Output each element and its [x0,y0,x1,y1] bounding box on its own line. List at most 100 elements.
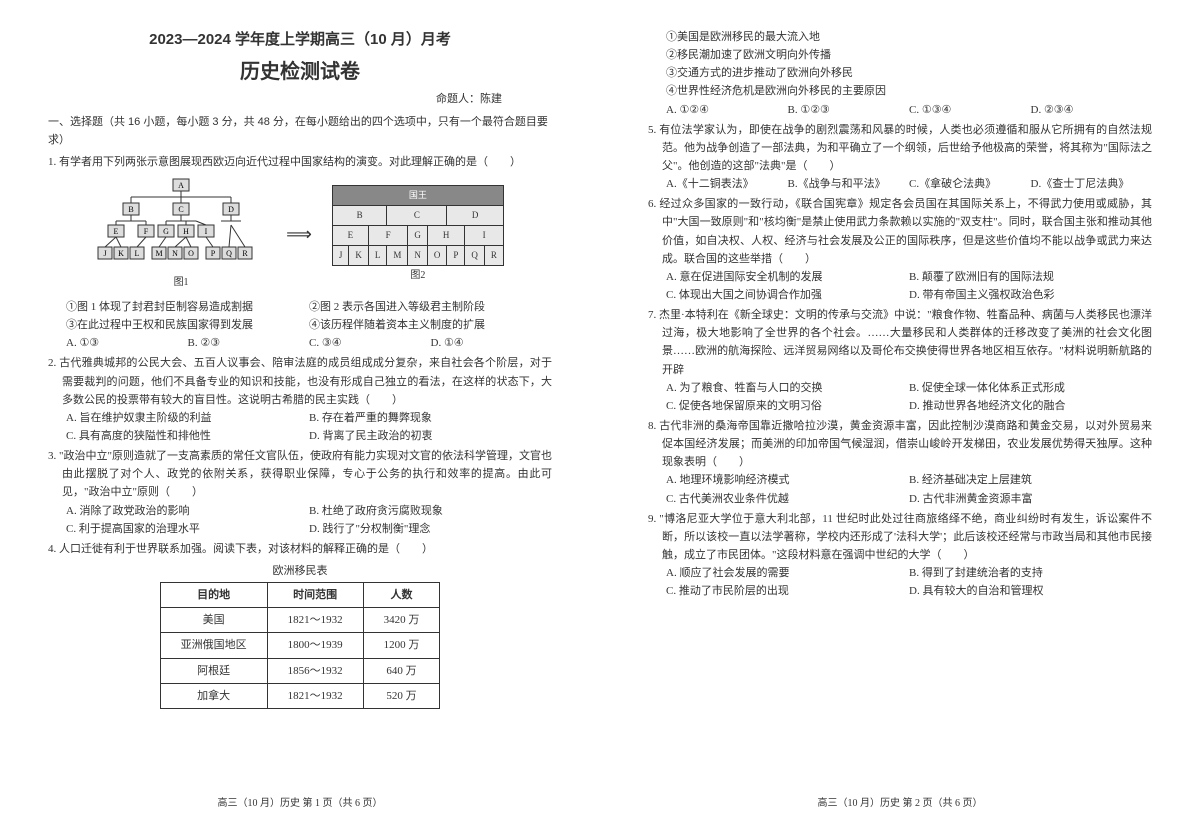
exam-period: 2023—2024 学年度上学期高三（10 月）月考 [48,28,552,49]
king-header: 国王 [332,186,503,206]
q3-options: A. 消除了政党政治的影响 B. 杜绝了政府贪污腐败现象 C. 利于提高国家的治… [48,502,552,538]
fig2-label: 图2 [332,268,504,285]
fig1-label: 图1 [96,275,266,292]
question-2: 2. 古代雅典城邦的公民大会、五百人议事会、陪审法庭的成员组成成分复杂，来自社会… [48,354,552,445]
author-line: 命题人：陈建 [48,90,552,106]
q4-options: A. ①②④ B. ①②③ C. ①③④ D. ②③④ [648,101,1152,119]
opt-c: C. 利于提高国家的治理水平 [66,520,309,538]
q4-s4: ④世界性经济危机是欧洲向外移民的主要原因 [648,82,1152,100]
q1-text: 1. 有学者用下列两张示意图展现西欧迈向近代过程中国家结构的演变。对此理解正确的… [48,153,552,171]
svg-text:O: O [188,249,194,258]
king-table: 国王 B C D E F G H I JKL MN [332,185,504,265]
question-1: 1. 有学者用下列两张示意图展现西欧迈向近代过程中国家结构的演变。对此理解正确的… [48,153,552,352]
opt-d: D. 带有帝国主义强权政治色彩 [909,286,1152,304]
page-left: 2023—2024 学年度上学期高三（10 月）月考 历史检测试卷 命题人：陈建… [0,0,600,823]
q1-statements-34: ③在此过程中王权和民族国家得到发展 ④该历程伴随着资本主义制度的扩展 [48,316,552,334]
q1-options: A. ①③ B. ②③ C. ③④ D. ①④ [48,334,552,352]
tree-diagram: A B C D E F G H I [96,177,266,267]
col-count: 人数 [363,583,440,608]
opt-d: D. ②③④ [1031,101,1153,119]
svg-text:B: B [128,205,133,214]
svg-text:F: F [144,227,149,236]
opt-b: B. 得到了封建统治者的支持 [909,564,1152,582]
opt-a: A. 意在促进国际安全机制的发展 [666,268,909,286]
opt-c: C. ①③④ [909,101,1031,119]
page-right: ①美国是欧洲移民的最大流入地 ②移民潮加速了欧洲文明向外传播 ③交通方式的进步推… [600,0,1200,823]
svg-text:R: R [242,249,248,258]
q1-diagrams: A B C D E F G H I [48,177,552,292]
opt-b: B. ②③ [188,334,310,352]
q3-text: 3. "政治中立"原则造就了一支高素质的常任文官队伍，使政府有能力实现对文官的依… [48,447,552,501]
svg-text:I: I [205,227,208,236]
opt-b: B. 经济基础决定上层建筑 [909,471,1152,489]
q7-text: 7. 杰里·本特利在《新全球史：文明的传承与交流》中说："粮食作物、牲畜品种、病… [648,306,1152,379]
table-row: 阿根廷1856～1932640 万 [160,658,440,683]
opt-b: B. 促使全球一体化体系正式形成 [909,379,1152,397]
q5-options: A.《十二铜表法》 B.《战争与和平法》 C.《拿破仑法典》 D.《查士丁尼法典… [648,175,1152,193]
q8-text: 8. 古代非洲的桑海帝国靠近撒哈拉沙漠，黄金资源丰富，因此控制沙漠商路和黄金交易… [648,417,1152,471]
svg-text:C: C [178,205,183,214]
opt-c: C.《拿破仑法典》 [909,175,1031,193]
q5-text: 5. 有位法学家认为，即使在战争的剧烈震荡和风暴的时候，人类也必须遵循和服从它所… [648,121,1152,175]
question-4: 4. 人口迁徙有利于世界联系加强。阅读下表，对该材料的解释正确的是（ ） 欧洲移… [48,540,552,709]
svg-text:E: E [114,227,119,236]
question-4-cont: ①美国是欧洲移民的最大流入地 ②移民潮加速了欧洲文明向外传播 ③交通方式的进步推… [648,28,1152,119]
q1-statements-12: ①图 1 体现了封君封臣制容易造成割据 ②图 2 表示各国进入等级君主制阶段 [48,298,552,316]
migration-table: 目的地 时间范围 人数 美国1821～19323420 万 亚洲俄国地区1800… [160,582,441,709]
q4-s1: ①美国是欧洲移民的最大流入地 [648,28,1152,46]
question-7: 7. 杰里·本特利在《新全球史：文明的传承与交流》中说："粮食作物、牲畜品种、病… [648,306,1152,415]
opt-a: A.《十二铜表法》 [666,175,788,193]
question-5: 5. 有位法学家认为，即使在战争的剧烈震荡和风暴的时候，人类也必须遵循和服从它所… [648,121,1152,194]
q6-text: 6. 经过众多国家的一致行动，《联合国宪章》规定各会员国在其国际关系上，不得武力… [648,195,1152,268]
footer-right: 高三（10 月）历史 第 2 页（共 6 页） [600,794,1200,809]
col-range: 时间范围 [267,583,363,608]
svg-text:L: L [135,249,140,258]
svg-text:A: A [178,181,184,190]
q4-table-title: 欧洲移民表 [48,562,552,580]
q1-figure-1: A B C D E F G H I [96,177,266,292]
svg-text:D: D [228,205,234,214]
opt-b: B. 杜绝了政府贪污腐败现象 [309,502,552,520]
opt-b: B. 颠覆了欧洲旧有的国际法规 [909,268,1152,286]
q2-text: 2. 古代雅典城邦的公民大会、五百人议事会、陪审法庭的成员组成成分复杂，来自社会… [48,354,552,408]
opt-d: D. ①④ [431,334,553,352]
q4-text: 4. 人口迁徙有利于世界联系加强。阅读下表，对该材料的解释正确的是（ ） [48,540,552,558]
opt-a: A. 为了粮食、牲畜与人口的交换 [666,379,909,397]
question-6: 6. 经过众多国家的一致行动，《联合国宪章》规定各会员国在其国际关系上，不得武力… [648,195,1152,304]
opt-b: B. ①②③ [788,101,910,119]
arrow-icon: ⟹ [286,220,312,250]
opt-c: C. 推动了市民阶层的出现 [666,582,909,600]
svg-text:J: J [104,249,107,258]
q9-options: A. 顺应了社会发展的需要 B. 得到了封建统治者的支持 C. 推动了市民阶层的… [648,564,1152,600]
opt-c: C. 具有高度的狭隘性和排他性 [66,427,309,445]
svg-text:N: N [172,249,178,258]
opt-b: B. 存在着严重的舞弊现象 [309,409,552,427]
q2-options: A. 旨在维护奴隶主阶级的利益 B. 存在着严重的舞弊现象 C. 具有高度的狭隘… [48,409,552,445]
q7-options: A. 为了粮食、牲畜与人口的交换 B. 促使全球一体化体系正式形成 C. 促使各… [648,379,1152,415]
opt-d: D. 具有较大的自治和管理权 [909,582,1152,600]
q8-options: A. 地理环境影响经济模式 B. 经济基础决定上层建筑 C. 古代美洲农业条件优… [648,471,1152,507]
svg-text:H: H [183,227,189,236]
exam-title: 历史检测试卷 [48,55,552,84]
svg-text:Q: Q [226,249,232,258]
svg-text:P: P [211,249,216,258]
col-dest: 目的地 [160,583,267,608]
opt-c: C. 促使各地保留原来的文明习俗 [666,397,909,415]
svg-text:G: G [163,227,169,236]
q6-options: A. 意在促进国际安全机制的发展 B. 颠覆了欧洲旧有的国际法规 C. 体现出大… [648,268,1152,304]
opt-c: C. 古代美洲农业条件优越 [666,490,909,508]
section-1-heading: 一、选择题（共 16 小题，每小题 3 分，共 48 分，在每小题给出的四个选项… [48,114,552,149]
question-8: 8. 古代非洲的桑海帝国靠近撒哈拉沙漠，黄金资源丰富，因此控制沙漠商路和黄金交易… [648,417,1152,508]
opt-d: D. 古代非洲黄金资源丰富 [909,490,1152,508]
svg-text:M: M [156,249,163,258]
table-row: 亚洲俄国地区1800～19391200 万 [160,633,440,658]
question-3: 3. "政治中立"原则造就了一支高素质的常任文官队伍，使政府有能力实现对文官的依… [48,447,552,538]
opt-d: D. 背离了民主政治的初衷 [309,427,552,445]
q4-s3: ③交通方式的进步推动了欧洲向外移民 [648,64,1152,82]
opt-b: B.《战争与和平法》 [788,175,910,193]
q1-figure-2: 国王 B C D E F G H I JKL MN [332,185,504,284]
opt-d: D. 践行了"分权制衡"理念 [309,520,552,538]
opt-a: A. 顺应了社会发展的需要 [666,564,909,582]
opt-c: C. 体现出大国之间协调合作加强 [666,286,909,304]
opt-d: D. 推动世界各地经济文化的融合 [909,397,1152,415]
